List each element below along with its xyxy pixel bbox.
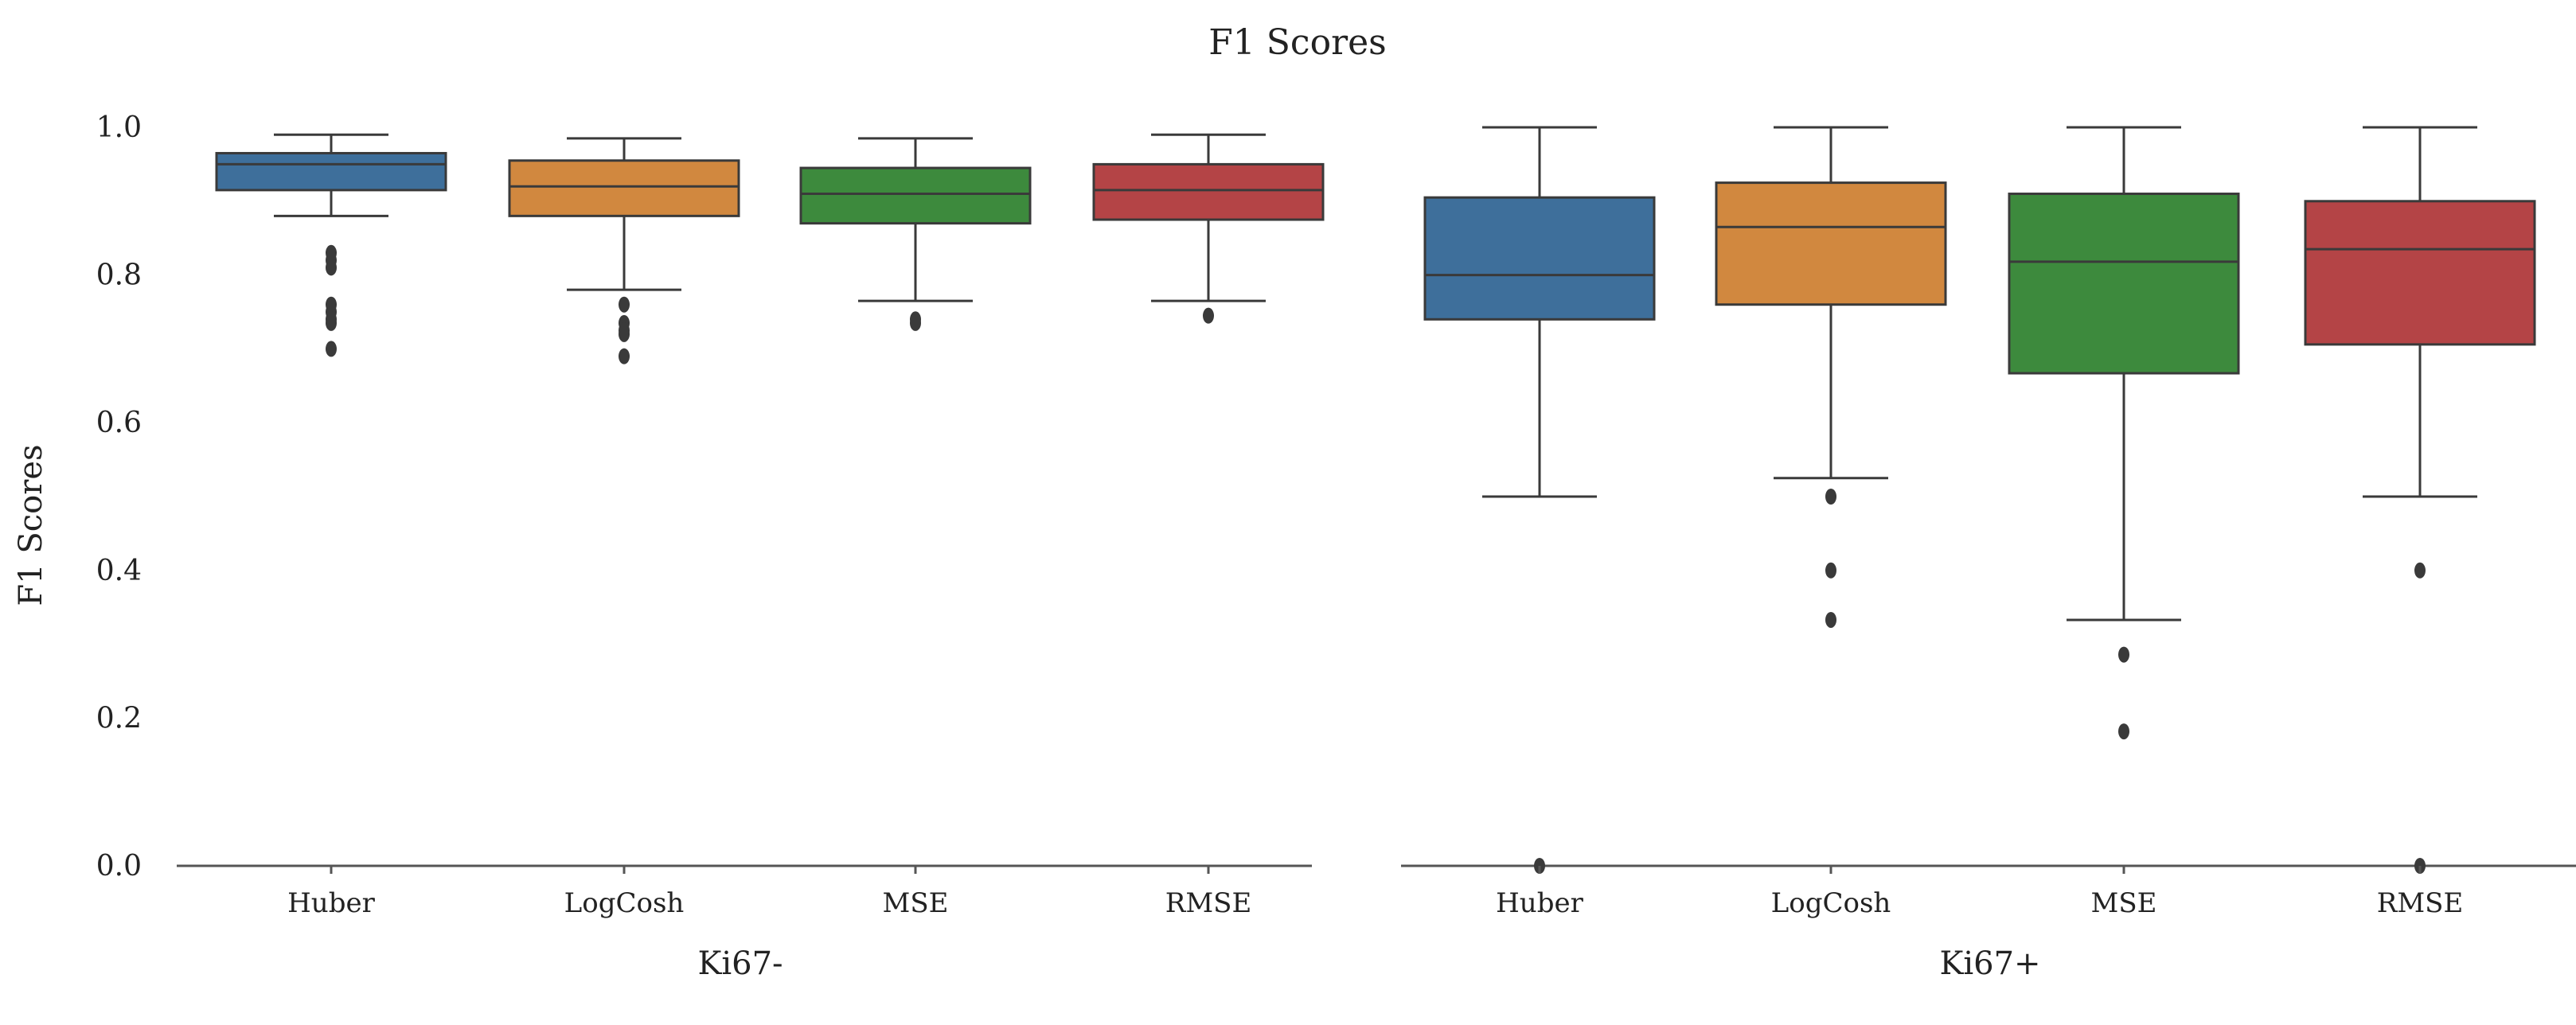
box-rmse: RMSE	[1092, 133, 1325, 919]
y-tick-label: 0.6	[96, 407, 142, 439]
iqr-box	[1092, 162, 1325, 221]
outlier-point	[2414, 562, 2426, 579]
panel-1: Huber LogCosh MSE RMSE Ki67-	[177, 133, 1325, 982]
y-tick-label: 0.0	[96, 850, 142, 883]
x-tick-label: LogCosh	[1771, 887, 1891, 919]
box-mse: MSE	[799, 137, 1032, 919]
y-axis-ticks: 0.0 0.2 0.4 0.6 0.8 1.0	[96, 111, 142, 883]
panel-label: Ki67+	[1939, 945, 2040, 982]
x-tick-label: RMSE	[1165, 887, 1252, 919]
box-logcosh: LogCosh	[1715, 126, 1947, 919]
iqr-box	[2008, 193, 2240, 375]
x-tick-label: Huber	[1496, 887, 1583, 919]
outlier-point	[1825, 611, 1836, 628]
iqr-box	[1715, 181, 1947, 306]
outlier-point	[910, 314, 921, 331]
outlier-point	[326, 314, 337, 331]
panel-label: Ki67-	[697, 945, 783, 982]
outlier-point	[2118, 646, 2129, 663]
panel-2: Huber LogCosh MSE RMSE Ki67+	[1401, 126, 2576, 982]
y-tick-label: 0.4	[96, 555, 142, 587]
y-tick-label: 0.8	[96, 259, 142, 292]
outlier-point	[326, 259, 337, 276]
x-tick-label: LogCosh	[564, 887, 685, 919]
box-rmse: RMSE	[2304, 126, 2536, 919]
x-tick-label: MSE	[883, 887, 949, 919]
chart-title: F1 Scores	[1208, 22, 1386, 63]
x-tick-label: MSE	[2091, 887, 2157, 919]
y-tick-label: 1.0	[96, 111, 142, 144]
outlier-point	[326, 341, 337, 357]
box-huber: Huber	[215, 133, 447, 919]
iqr-box	[2304, 200, 2536, 346]
outlier-point	[1825, 562, 1836, 579]
iqr-box	[508, 159, 740, 217]
outlier-point	[619, 348, 630, 364]
x-tick-label: Huber	[287, 887, 375, 919]
outlier-point	[2118, 723, 2129, 740]
y-axis-label: F1 Scores	[13, 444, 49, 606]
outlier-point	[619, 325, 630, 342]
box-huber: Huber	[1423, 126, 1656, 919]
iqr-box	[799, 166, 1032, 225]
box-logcosh: LogCosh	[508, 137, 740, 919]
y-tick-label: 0.2	[96, 702, 142, 735]
outlier-point	[1825, 489, 1836, 505]
outlier-point	[619, 296, 630, 313]
box-mse: MSE	[2008, 126, 2240, 919]
chart-panels: Huber LogCosh MSE RMSE Ki67- Huber LogCosh MSE R…	[177, 126, 2576, 982]
iqr-box	[1423, 196, 1656, 321]
iqr-box	[215, 151, 447, 192]
x-tick-label: RMSE	[2377, 887, 2464, 919]
outlier-point	[1203, 307, 1214, 324]
